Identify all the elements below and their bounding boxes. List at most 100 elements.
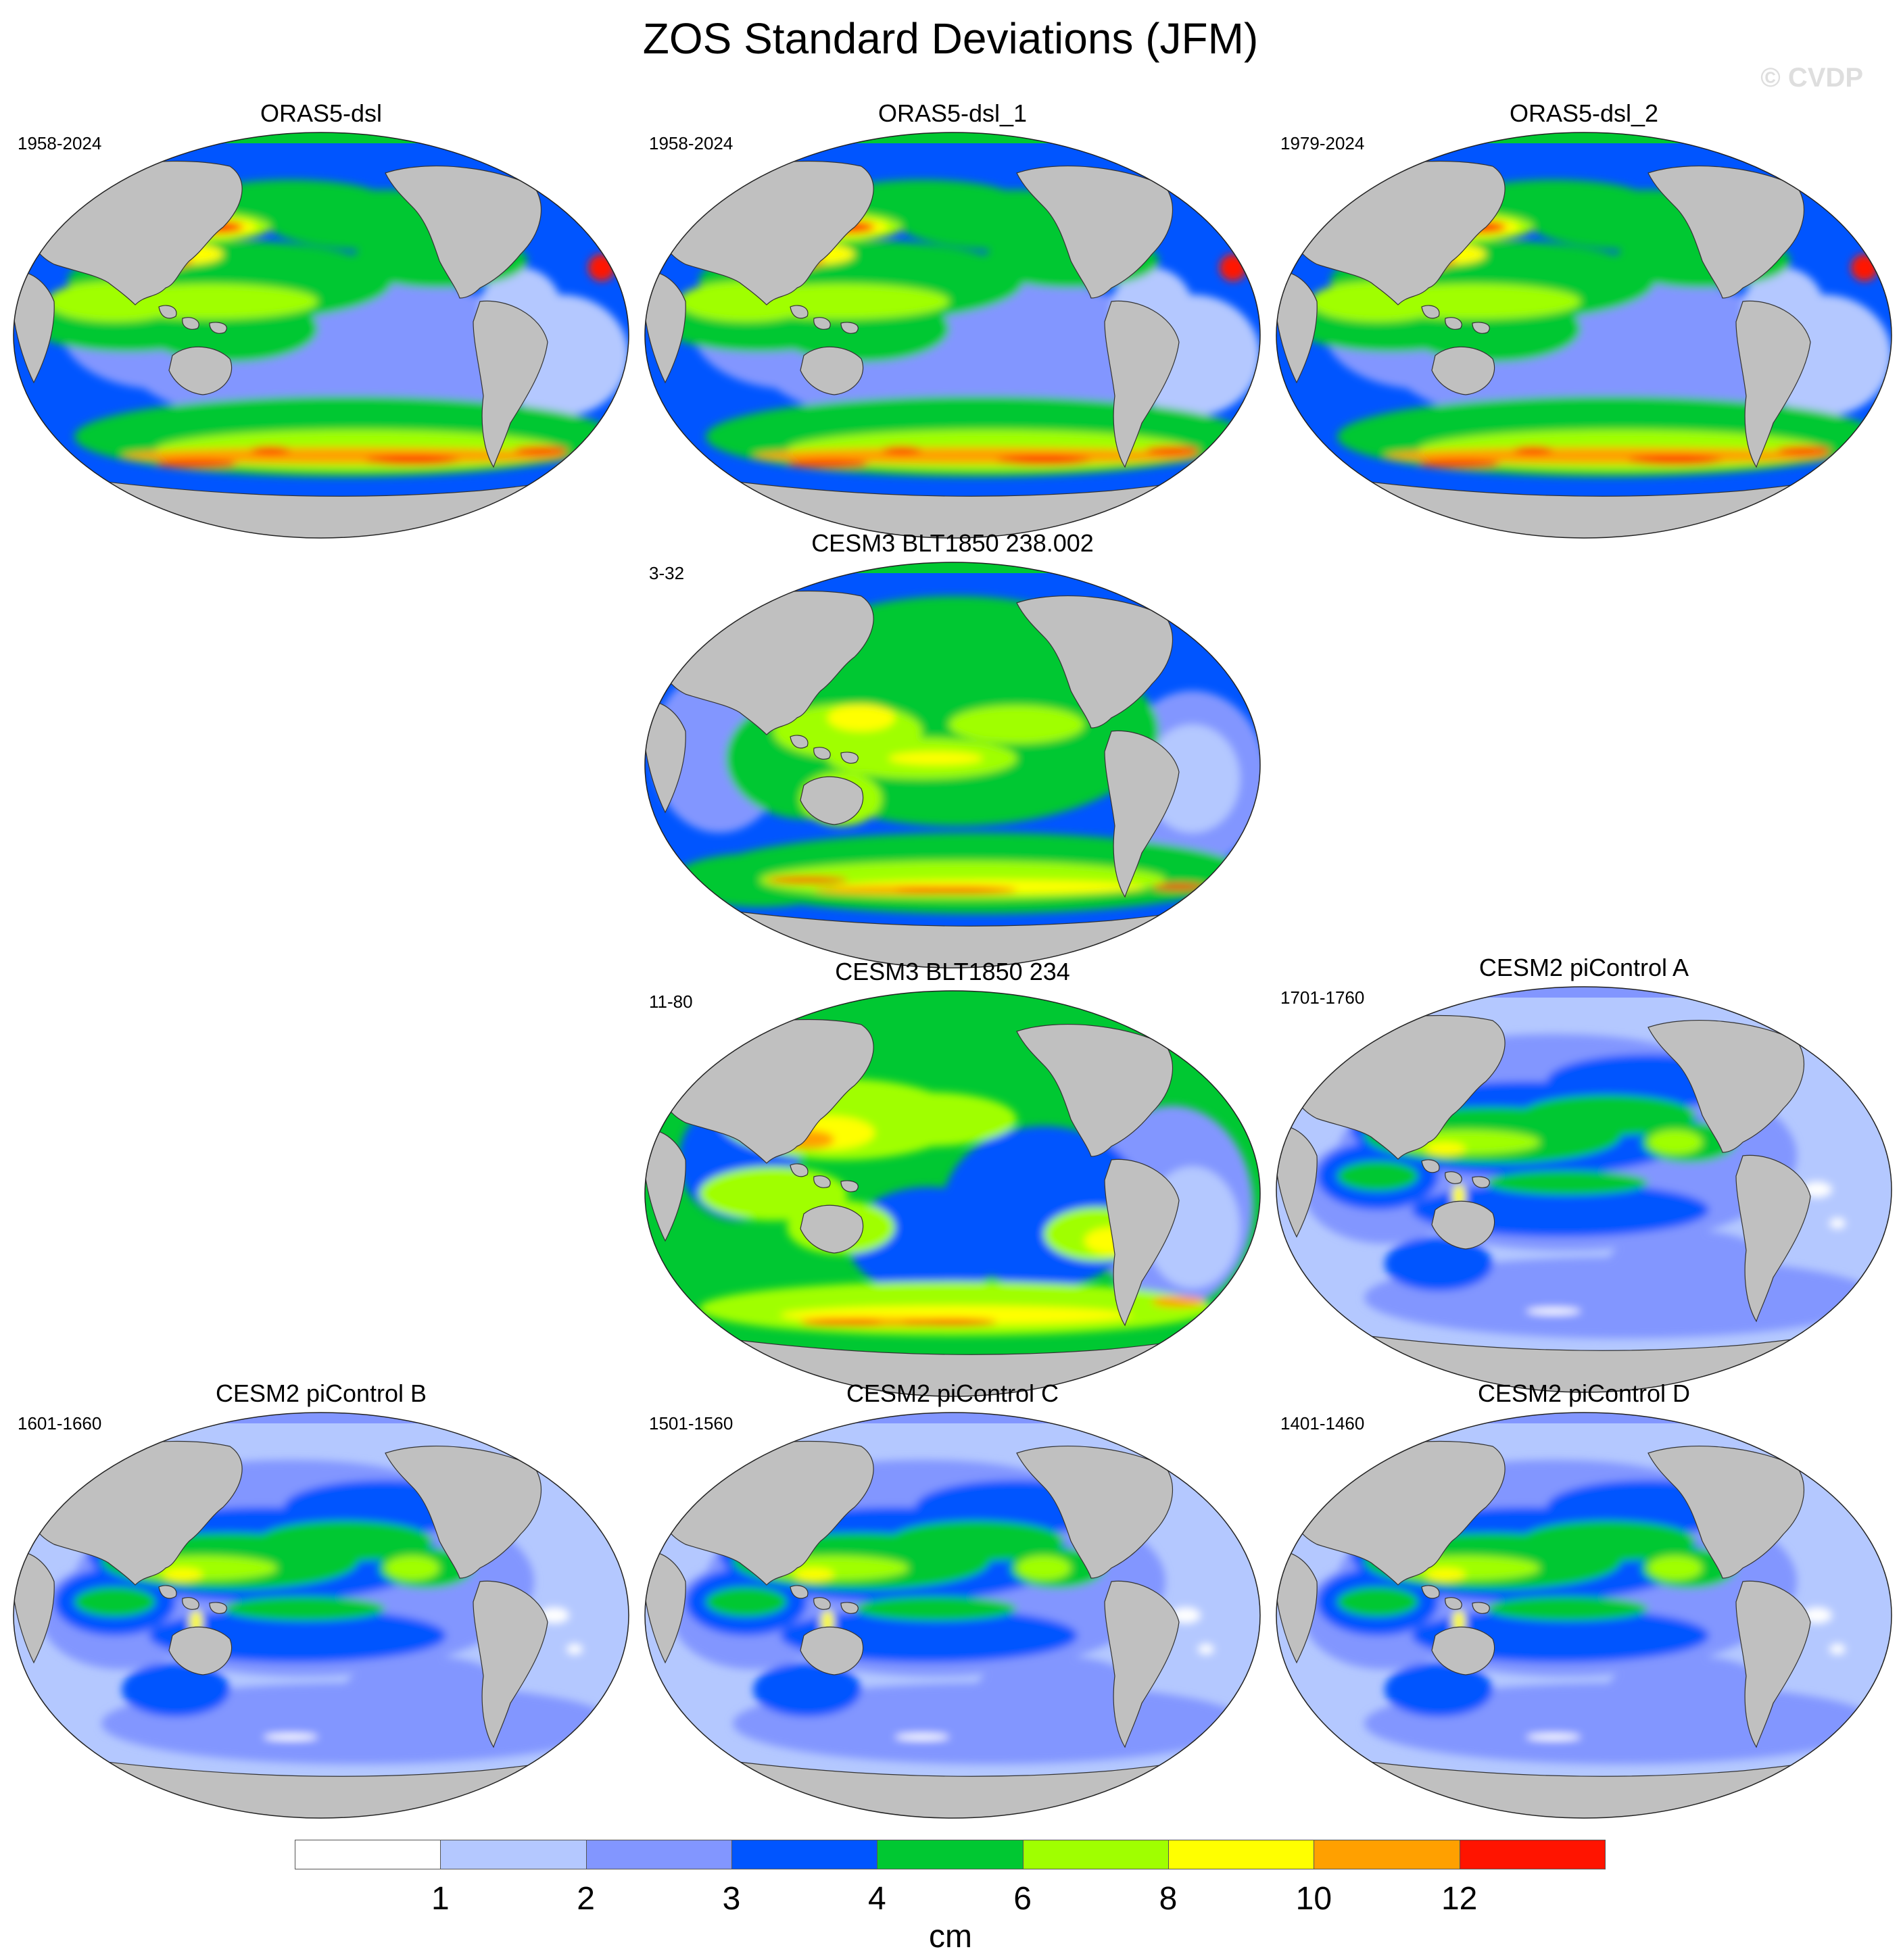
colorbar (295, 1840, 1606, 1871)
colorbar-tick-label: 10 (1295, 1881, 1332, 1917)
land-mass (1151, 583, 1207, 616)
field-patch (1017, 1556, 1071, 1580)
land-mass (1421, 1159, 1440, 1173)
panel-period: 1701-1760 (1280, 987, 1365, 1008)
land-mass (1445, 1171, 1462, 1184)
panel-title: ORAS5-dsl_2 (1509, 99, 1659, 127)
field-patch (1486, 1171, 1648, 1195)
panel-title: CESM3 BLT1850 238.002 (811, 529, 1094, 557)
panel-title: CESM2 piControl C (846, 1379, 1059, 1407)
colorbar-tick-label: 2 (577, 1881, 595, 1917)
field-patch (1145, 446, 1199, 454)
panel-oras5-dsl: ORAS5-dsl 1958-2024 (7, 99, 635, 545)
field-patch (1526, 1734, 1581, 1740)
field-patch (848, 1187, 1010, 1295)
map-outline (13, 1412, 629, 1819)
field-patch (514, 446, 568, 454)
land-mass (645, 1550, 686, 1664)
panel-cesm3-blt1850-234: CESM3 BLT1850 234 11-80 (638, 957, 1267, 1403)
field-patch (1198, 1644, 1214, 1655)
field-patch (1337, 1587, 1418, 1617)
field-patch (794, 1568, 834, 1582)
world-map (1276, 1412, 1892, 1819)
field-patch (827, 704, 895, 731)
land-mass (790, 735, 809, 749)
field-patch (1228, 608, 1252, 624)
land-mass (385, 166, 542, 299)
land-mass (1783, 1007, 1838, 1041)
land-mass (813, 1597, 831, 1610)
field-patch (753, 1663, 861, 1717)
colorbar-box (585, 1840, 732, 1869)
land-mass (182, 317, 199, 330)
land-mass (1421, 1585, 1440, 1599)
land-mass (473, 300, 548, 468)
arctic-band (14, 1413, 629, 1423)
field-patch (250, 446, 291, 454)
map-outline (1276, 1412, 1892, 1819)
arctic-band (645, 562, 1260, 573)
land-mass (1431, 1200, 1495, 1250)
land-mass (1016, 166, 1173, 299)
panel-title: ORAS5-dsl_1 (877, 99, 1028, 127)
land-mass (813, 1175, 831, 1188)
land-mass (1151, 153, 1207, 187)
panel-period: 1601-1660 (18, 1413, 102, 1434)
field-patch (895, 1734, 949, 1740)
field-patch (1628, 456, 1723, 465)
field-patch (1229, 1031, 1251, 1045)
land-mass (14, 1550, 55, 1664)
field-patch (821, 596, 1091, 677)
colorbar-box (1314, 1840, 1460, 1869)
land-mass (1783, 153, 1838, 187)
panel-period: 3-32 (649, 563, 685, 583)
arctic-band (1276, 132, 1892, 143)
land-mass (1421, 305, 1440, 319)
field-patch (1152, 1296, 1206, 1307)
colorbar-tick-label: 12 (1441, 1881, 1478, 1917)
land-mass (14, 270, 55, 384)
colorbar-box (1022, 1840, 1169, 1869)
field-patch (767, 877, 848, 883)
colorbar-box (731, 1840, 878, 1869)
land-mass (1104, 1580, 1180, 1748)
colorbar-box (877, 1840, 1024, 1869)
world-map (644, 990, 1261, 1397)
field-patch (1520, 1095, 1695, 1135)
field-patch (1486, 1596, 1648, 1621)
land-mass (1647, 1446, 1804, 1579)
land-mass (1735, 1580, 1811, 1748)
land-mass (1104, 300, 1180, 468)
arctic-band (1276, 1413, 1892, 1423)
land-mass (1735, 300, 1811, 468)
panel-oras5-dsl-2: ORAS5-dsl_2 1979-2024 (1270, 99, 1898, 545)
panel-title: ORAS5-dsl (260, 99, 383, 127)
field-patch (1526, 1308, 1581, 1315)
land-mass (520, 153, 575, 187)
field-patch (1608, 1230, 1770, 1298)
arctic-band (645, 991, 1260, 1002)
field-patch (1425, 1568, 1466, 1582)
panel-period: 11-80 (649, 991, 693, 1012)
world-map (644, 1412, 1261, 1819)
field-patch (567, 1644, 583, 1655)
field-patch (895, 887, 1017, 893)
field-patch (345, 1656, 507, 1723)
map-outline (644, 132, 1261, 539)
panel-title: CESM2 piControl D (1477, 1379, 1691, 1407)
field-patch (365, 456, 460, 465)
land-mass (1647, 1020, 1804, 1153)
land-mass (209, 1602, 227, 1614)
land-mass (800, 776, 864, 825)
field-patch (800, 1319, 882, 1325)
land-mass (1104, 730, 1180, 898)
land-mass (473, 1580, 548, 1748)
field-patch (257, 1521, 433, 1561)
map-outline (1276, 986, 1892, 1393)
land-mass (645, 1129, 686, 1242)
colorbar-tick-label: 8 (1159, 1881, 1178, 1917)
land-mass (813, 317, 831, 330)
land-mass (168, 346, 233, 395)
land-mass (800, 1204, 864, 1254)
field-patch (1337, 1161, 1418, 1191)
